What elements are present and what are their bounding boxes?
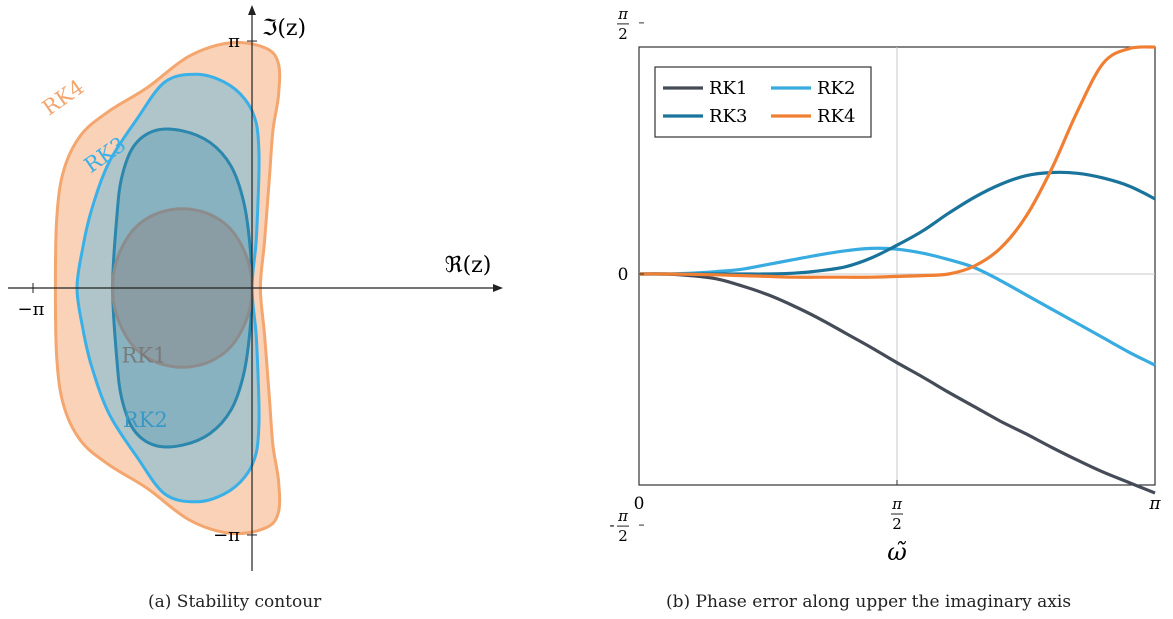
real-axis-tick-label: −π [18,299,45,320]
series-line-rk4 [638,45,1156,279]
caption-stability-contour: (a) Stability contour [148,592,322,612]
y-tick-label-den: 2 [618,527,628,545]
caption-phase-error: (b) Phase error along upper the imaginar… [666,592,1072,612]
x-tick-label: 0 [634,494,645,514]
y-tick-label: 0 [618,265,629,285]
legend-box [654,66,872,138]
real-axis-label: ℜ(z) [445,253,492,278]
stability-axes: ℜ(z) ℑ(z) −π π −π [8,5,503,571]
y-tick-label-num: π [617,507,629,525]
x-axis-label: ω̃ [887,538,907,566]
legend-label-rk4: RK4 [817,106,855,127]
imag-axis-label: ℑ(z) [262,16,306,41]
legend: RK1 RK2 RK3 RK4 [654,66,872,138]
y-tick-label-sign: - [609,516,614,534]
x-tick-label: π [1148,494,1161,514]
label-rk4: RK4 [38,75,89,120]
label-rk2: RK2 [123,408,168,432]
imag-axis-tick-label-neg: −π [213,525,240,546]
y-tick-label-num: π [617,5,629,23]
legend-label-rk3: RK3 [709,106,747,127]
series-line-rk2 [638,246,1156,367]
x-tick-label-num: π [891,495,903,513]
label-rk1: RK1 [122,344,167,368]
legend-label-rk1: RK1 [709,78,747,99]
x-tick-label-den: 2 [892,515,902,533]
series-line-rk1 [638,272,1156,495]
real-axis-arrow [493,284,503,292]
imag-axis-arrow [248,5,257,15]
imag-axis-tick-label-pos: π [228,31,240,52]
y-tick-label-den: 2 [618,25,628,43]
legend-label-rk2: RK2 [817,78,855,99]
